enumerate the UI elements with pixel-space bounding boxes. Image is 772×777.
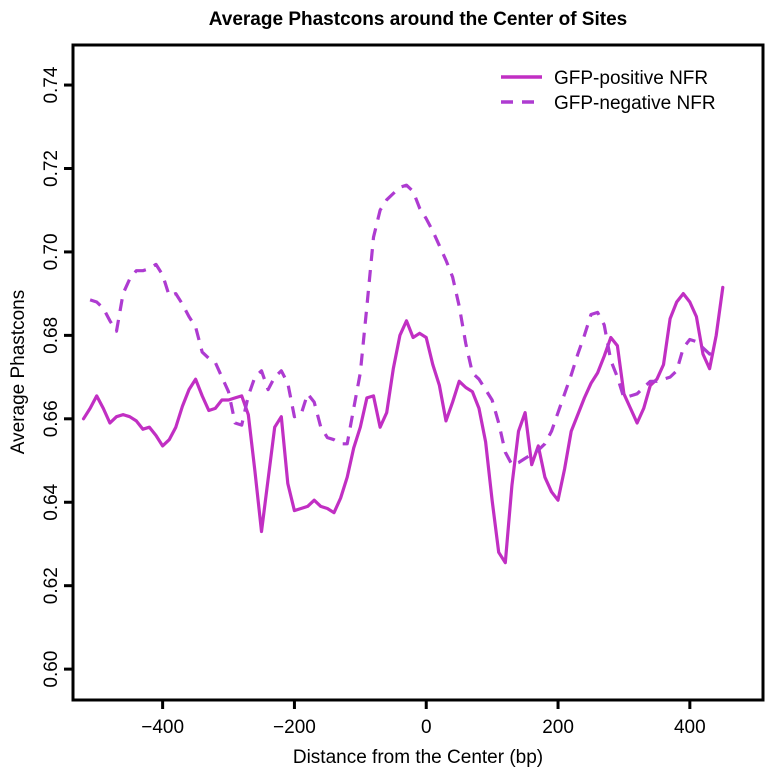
chart-title: Average Phastcons around the Center of S… [209,9,627,30]
y-axis-label: Average Phastcons [8,290,29,454]
legend-label: GFP-negative NFR [554,93,716,114]
x-tick-label: −200 [273,717,316,738]
plot-area: −400 −200 0 200 400 0.60 0.62 0.64 0.66 0.68 0.70 0… [41,43,765,738]
y-tick-label: 0.72 [41,150,62,187]
x-axis-label: Distance from the Center (bp) [293,747,543,768]
y-tick-label: 0.70 [41,233,62,270]
y-tick-label: 0.68 [41,317,62,354]
series-line-gfp-negative [89,183,717,467]
x-tick-label: 400 [674,717,706,738]
x-tick-label: 200 [542,717,574,738]
legend-label: GFP-positive NFR [554,68,708,89]
y-tick-label: 0.74 [41,66,62,103]
y-tick-label: 0.64 [41,483,62,520]
y-tick-label: 0.60 [41,651,62,688]
x-tick-label: −400 [141,717,184,738]
plot-box [71,43,765,702]
series-line-gfp-positive [81,285,725,565]
y-tick-label: 0.66 [41,400,62,437]
x-tick-label: 0 [421,717,432,738]
y-tick-label: 0.62 [41,567,62,604]
